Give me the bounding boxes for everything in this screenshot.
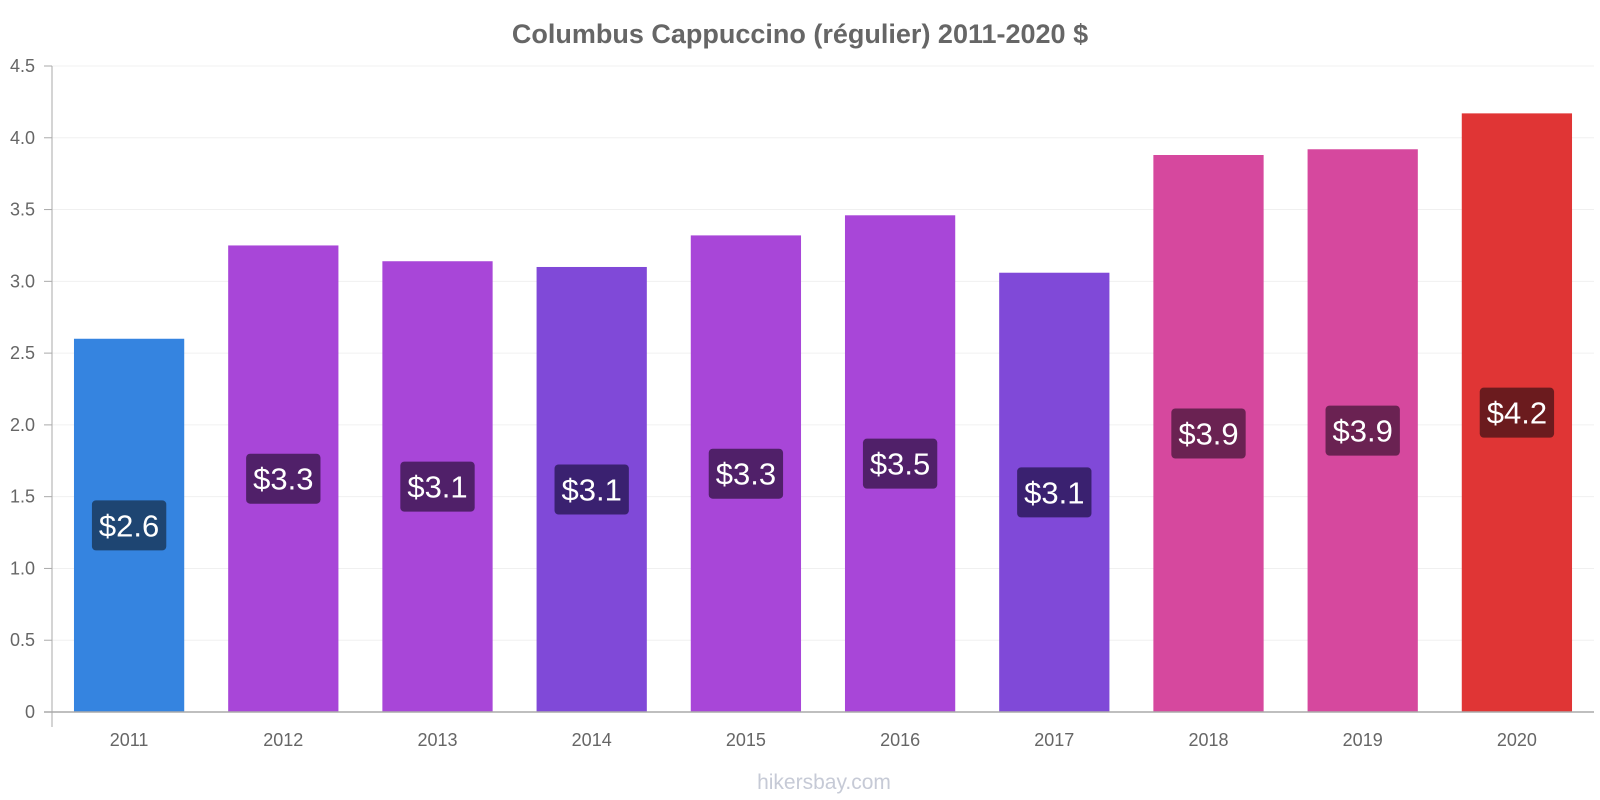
y-tick-label: 0.5 bbox=[10, 630, 35, 650]
y-tick-label: 0 bbox=[25, 702, 35, 722]
data-label-background bbox=[91, 500, 167, 551]
data-label-background bbox=[1171, 408, 1246, 459]
y-tick-label: 2.0 bbox=[10, 415, 35, 435]
data-label: $3.5 bbox=[862, 438, 938, 489]
data-label-background bbox=[1017, 467, 1092, 518]
data-label-background bbox=[708, 448, 784, 499]
data-labels: $2.6 $3.3 $3.1 $3.1 $3.3 $3.5 $3.1 $3.9 $3.9 $4.2 bbox=[91, 387, 1555, 551]
x-tick-label: 2016 bbox=[880, 730, 920, 750]
data-label: $2.6 bbox=[91, 500, 167, 551]
y-tick-label: 4.5 bbox=[10, 56, 35, 76]
data-label: $3.9 bbox=[1325, 405, 1400, 456]
x-tick-label: 2018 bbox=[1188, 730, 1228, 750]
data-label-text: $4.2 bbox=[1487, 396, 1547, 431]
data-label-text: $3.9 bbox=[1333, 414, 1393, 449]
data-label-background bbox=[554, 464, 629, 515]
data-label-text: $3.3 bbox=[253, 462, 313, 497]
data-label: $3.9 bbox=[1171, 408, 1246, 459]
data-label-text: $3.5 bbox=[870, 447, 930, 482]
data-label-background bbox=[1325, 405, 1400, 456]
x-tick-label: 2020 bbox=[1497, 730, 1537, 750]
x-tick-label: 2014 bbox=[572, 730, 612, 750]
y-tick-label: 1.0 bbox=[10, 558, 35, 578]
y-tick-labels: 0 0.5 1.0 1.5 2.0 2.5 3.0 3.5 4.0 4.5 bbox=[10, 56, 52, 722]
y-tick-label: 3.0 bbox=[10, 271, 35, 291]
data-label-text: $3.9 bbox=[1178, 417, 1238, 452]
data-label: $4.2 bbox=[1479, 387, 1555, 438]
data-label: $3.1 bbox=[400, 461, 475, 512]
data-label-background bbox=[862, 438, 938, 489]
axes bbox=[44, 66, 1594, 727]
x-tick-label: 2012 bbox=[263, 730, 303, 750]
x-tick-label: 2017 bbox=[1034, 730, 1074, 750]
data-label: $3.1 bbox=[554, 464, 629, 515]
data-label-text: $3.1 bbox=[407, 470, 467, 505]
data-label-text: $3.1 bbox=[562, 472, 622, 507]
data-label-text: $2.6 bbox=[99, 508, 159, 543]
y-tick-label: 2.5 bbox=[10, 343, 35, 363]
watermark: hikersbay.com bbox=[757, 771, 891, 794]
data-label: $3.3 bbox=[708, 448, 784, 499]
y-tick-label: 4.0 bbox=[10, 128, 35, 148]
x-tick-label: 2013 bbox=[417, 730, 457, 750]
data-label-background bbox=[400, 461, 475, 512]
data-label-text: $3.3 bbox=[716, 457, 776, 492]
data-label: $3.1 bbox=[1017, 467, 1092, 518]
data-label-text: $3.1 bbox=[1024, 475, 1084, 510]
x-tick-label: 2019 bbox=[1343, 730, 1383, 750]
data-label-background bbox=[246, 453, 321, 504]
y-tick-label: 3.5 bbox=[10, 200, 35, 220]
data-label: $3.3 bbox=[246, 453, 321, 504]
x-tick-labels: 2011 2012 2013 2014 2015 2016 2017 2018 2019 2020 bbox=[110, 730, 1537, 750]
x-tick-label: 2011 bbox=[110, 730, 149, 750]
y-tick-label: 1.5 bbox=[10, 487, 35, 507]
chart-title: Columbus Cappuccino (régulier) 2011-2020… bbox=[512, 19, 1088, 49]
x-tick-label: 2015 bbox=[726, 730, 766, 750]
data-label-background bbox=[1479, 387, 1555, 438]
